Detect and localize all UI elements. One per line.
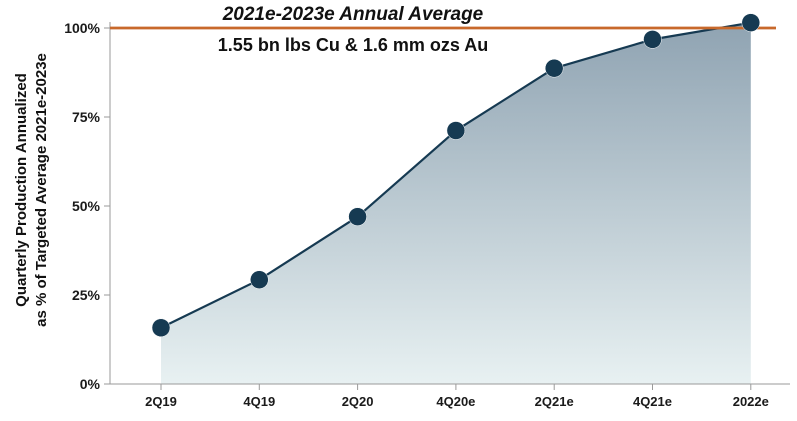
y-axis-title: Quarterly Production Annualized as % of … (13, 53, 50, 327)
y-tick-label: 25% (72, 287, 101, 303)
annotation: 2021e-2023e Annual Average 1.55 bn lbs C… (218, 4, 488, 55)
data-point (250, 270, 269, 289)
x-tick-label: 2022e (733, 394, 769, 409)
y-tick-label: 50% (72, 198, 101, 214)
x-tick-label: 2Q20 (342, 394, 374, 409)
y-axis-title-line-1: Quarterly Production Annualized (13, 73, 30, 307)
x-tick-label: 2Q21e (535, 394, 574, 409)
data-point (544, 58, 564, 78)
data-point (446, 121, 466, 140)
y-axis-title-line-2: as % of Targeted Average 2021e-2023e (33, 53, 50, 327)
series-area (161, 22, 751, 384)
annotation-subtitle: 1.55 bn lbs Cu & 1.6 mm ozs Au (218, 35, 488, 55)
y-tick-label: 75% (72, 109, 101, 125)
data-point (643, 30, 662, 49)
data-point (741, 13, 761, 32)
y-tick-label: 0% (80, 376, 101, 392)
x-tick-label: 2Q19 (145, 394, 177, 409)
x-tick-label: 4Q19 (243, 394, 275, 409)
data-point (151, 318, 171, 338)
annotation-title: 2021e-2023e Annual Average (222, 4, 484, 25)
x-tick-label: 4Q21e (633, 394, 672, 409)
data-point (348, 207, 367, 226)
y-tick-label: 100% (64, 20, 100, 36)
x-tick-label: 4Q20e (436, 394, 475, 409)
plot-area: 0% 25% 50% 75% 100% 2Q19 4Q19 2Q20 4Q20e 2Q21e 4Q2… (64, 13, 790, 409)
